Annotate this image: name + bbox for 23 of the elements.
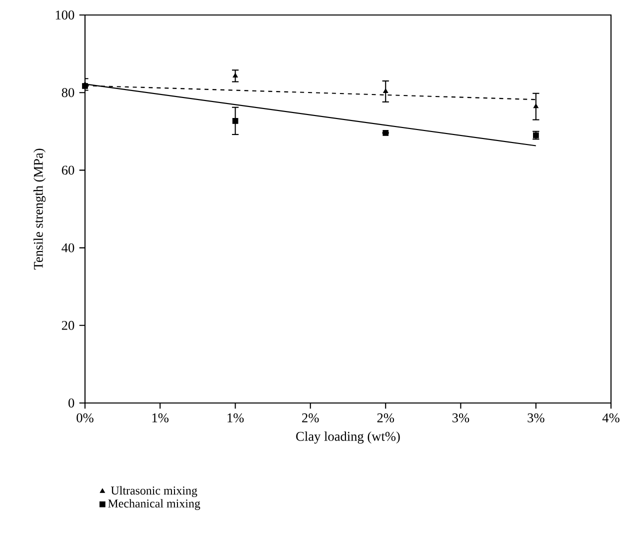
point xyxy=(533,104,538,108)
x-tick-label: 3% xyxy=(452,413,470,422)
y-tick-label: 60 xyxy=(62,166,74,175)
x-tick-label: 4% xyxy=(602,413,620,422)
x-tick-label: 1% xyxy=(152,413,168,422)
x-axis-title: Clay loading (wt%) xyxy=(296,431,400,444)
point xyxy=(383,88,388,94)
point xyxy=(382,130,389,136)
x-tick-label: 0% xyxy=(76,413,94,422)
y-tick-label: 0 xyxy=(68,398,74,408)
point xyxy=(232,118,238,124)
x-tick-label: 1% xyxy=(228,413,244,422)
y-axis-title: Tensile strength (MPa) xyxy=(33,148,46,270)
y-tick-label: 80 xyxy=(62,88,74,98)
y-tick-label: 40 xyxy=(62,243,74,252)
point xyxy=(232,72,238,78)
x-tick-label: 2% xyxy=(302,413,319,422)
x-tick-label: 2% xyxy=(377,413,394,422)
legend-label: Mechanical mixing xyxy=(108,499,200,510)
y-tick-label: 20 xyxy=(62,320,74,330)
y-tick-label: 100 xyxy=(56,10,74,20)
x-tick-label: 3% xyxy=(528,413,544,422)
legend-label: Ultrasonic mixing xyxy=(110,486,198,498)
